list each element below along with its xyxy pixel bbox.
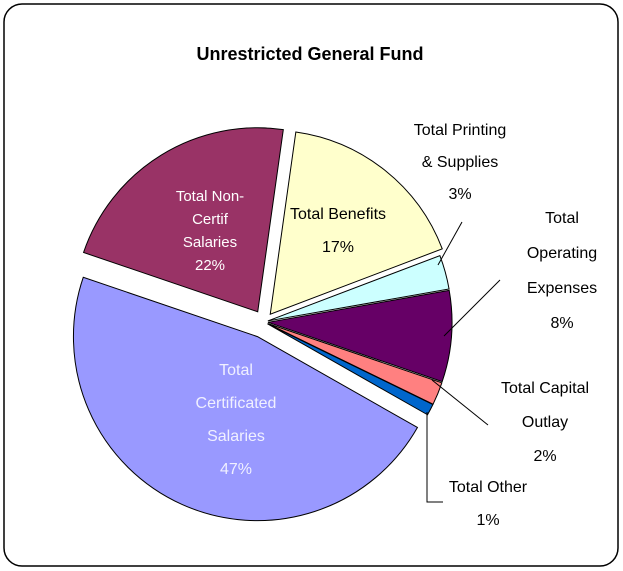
value-label: 22% bbox=[195, 257, 225, 274]
chart-title: Unrestricted General Fund bbox=[196, 44, 423, 64]
slice-label: Operating bbox=[527, 245, 597, 262]
slice-label: Salaries bbox=[207, 428, 265, 445]
slice-label: Total Printing bbox=[414, 122, 507, 139]
pie-slice bbox=[269, 131, 443, 315]
value-label: 3% bbox=[448, 186, 471, 203]
leader-line bbox=[426, 412, 443, 503]
slice-label: Total Non- bbox=[176, 188, 244, 205]
slice-label: Expenses bbox=[527, 280, 597, 297]
slice-label: Total Benefits bbox=[290, 206, 386, 223]
slice-label: Certif bbox=[192, 211, 229, 228]
slice-label: Total bbox=[545, 210, 579, 227]
leader-line bbox=[431, 379, 489, 426]
slice-label: Outlay bbox=[522, 414, 568, 431]
pie-slice bbox=[267, 323, 434, 416]
pie-slice bbox=[267, 289, 453, 383]
pie-slice bbox=[82, 127, 284, 313]
value-label: 47% bbox=[220, 461, 252, 478]
leader-line bbox=[443, 279, 501, 337]
slice-label: Total Capital bbox=[501, 380, 589, 397]
pie-slice bbox=[73, 276, 419, 522]
value-label: 8% bbox=[550, 315, 573, 332]
value-label: 2% bbox=[533, 448, 556, 465]
leader-line bbox=[437, 221, 463, 266]
slice-label: Total bbox=[219, 362, 253, 379]
value-label: 17% bbox=[322, 239, 354, 256]
value-label: 1% bbox=[476, 512, 499, 529]
slice-label: Total Other bbox=[449, 479, 528, 496]
slice-label: & Supplies bbox=[422, 154, 499, 171]
slice-label: Certificated bbox=[196, 395, 277, 412]
slice-label: Salaries bbox=[183, 234, 237, 251]
pie-slice bbox=[267, 254, 450, 322]
